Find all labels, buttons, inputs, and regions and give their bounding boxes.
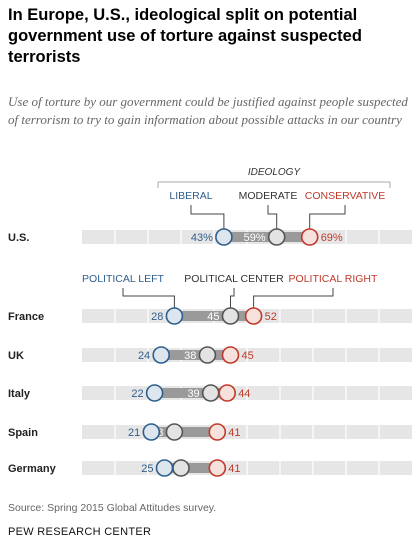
left-value-label-spain: 21 [128,427,140,439]
legend-political-right-leader [253,288,334,308]
right-dot-spain [208,423,227,441]
source-note: Source: Spring 2015 Global Attitudes sur… [8,502,217,514]
right-dot-uk [221,346,240,364]
center-dot-spain [165,423,184,441]
left-dot-spain [142,423,161,441]
right-value-label-germany: 41 [228,463,240,475]
range-bar-uk [161,350,231,360]
left-dot-u-s [215,228,233,246]
range-bar-france [174,311,254,321]
row-label-france: France [8,311,44,323]
ideology-legend-heading: IDEOLOGY [248,167,302,178]
center-dot-u-s [267,228,286,246]
right-dot-u-s [300,228,319,246]
legend-moderate-leader [267,205,278,229]
legend-political-center-label: POLITICAL CENTER [184,273,284,285]
organization-credit: PEW RESEARCH CENTER [8,526,152,538]
range-bar-u-s [223,232,310,242]
center-value-label-uk: 38 [184,350,196,362]
left-value-label-u-s: 43% [191,232,213,244]
center-value-label-france: 45 [207,311,219,323]
row-label-uk: UK [8,350,24,362]
legend-conservative-label: CONSERVATIVE [305,190,386,202]
left-dot-germany [155,459,174,477]
chart-title: In Europe, U.S., ideological split on po… [8,6,362,66]
dot-range-chart: IDEOLOGY LIBERAL MODERATE CONSERVATIVE POLIT… [8,167,412,477]
legend-conservative-leader [309,205,346,229]
right-dot-germany [208,459,227,477]
left-value-label-germany: 25 [141,463,153,475]
legend-political-center-leader [230,288,235,308]
legend-political-left-label: POLITICAL LEFT [82,273,164,285]
left-dot-italy [145,384,164,402]
legend-liberal-label: LIBERAL [169,190,212,202]
center-dot-france [221,307,240,325]
chart-subtitle: Use of torture by our government could b… [8,94,408,127]
right-value-label-uk: 45 [242,350,254,362]
legend-political-left-leader [122,288,175,308]
range-bar-spain [151,427,218,437]
right-value-label-spain: 41 [228,427,240,439]
center-value-label-u-s: 59% [244,232,266,244]
right-value-label-france: 52 [265,311,277,323]
left-value-label-france: 28 [151,311,163,323]
left-dot-uk [152,346,170,364]
row-label-spain: Spain [8,427,38,439]
left-value-label-italy: 22 [131,388,143,400]
legend-political-right-label: POLITICAL RIGHT [289,273,378,285]
left-value-label-uk: 24 [138,350,150,362]
center-dot-germany [172,459,190,477]
row-label-u-s: U.S. [8,232,29,244]
legend-liberal-leader [190,205,225,229]
range-bar-italy [154,388,228,398]
left-dot-france [165,307,184,325]
center-dot-uk [198,346,217,364]
row-label-germany: Germany [8,463,57,475]
right-dot-italy [218,384,236,402]
row-label-italy: Italy [8,388,31,400]
legend-moderate-label: MODERATE [239,190,298,202]
right-value-label-italy: 44 [238,388,250,400]
right-dot-france [244,307,263,325]
center-value-label-italy: 39 [187,388,199,400]
range-bar-germany [164,463,218,473]
center-dot-italy [201,384,220,402]
right-value-label-u-s: 69% [321,232,343,244]
